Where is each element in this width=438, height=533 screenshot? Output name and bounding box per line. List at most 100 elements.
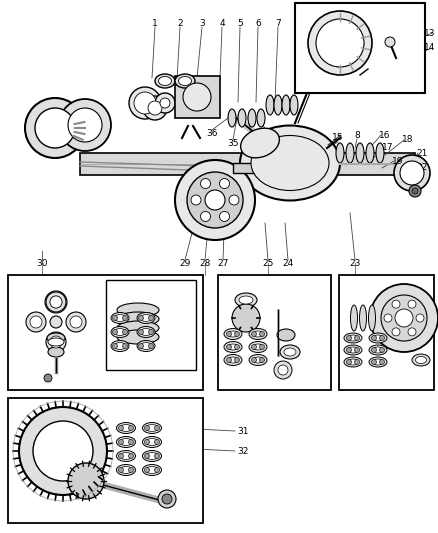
Bar (80, 153, 275, 175)
Circle shape (412, 188, 418, 194)
Ellipse shape (117, 321, 159, 335)
Ellipse shape (228, 109, 236, 127)
Ellipse shape (117, 437, 135, 448)
Ellipse shape (356, 143, 364, 163)
Circle shape (123, 329, 127, 335)
Ellipse shape (117, 464, 135, 475)
Circle shape (68, 463, 104, 499)
Ellipse shape (369, 333, 387, 343)
Circle shape (25, 98, 85, 158)
Circle shape (113, 343, 117, 349)
Circle shape (68, 108, 102, 142)
Ellipse shape (120, 453, 132, 459)
Circle shape (234, 358, 240, 362)
Circle shape (148, 343, 153, 349)
Bar (335, 153, 415, 175)
Ellipse shape (249, 342, 267, 352)
Circle shape (160, 98, 170, 108)
Text: 1: 1 (152, 19, 158, 28)
Circle shape (158, 490, 176, 508)
Ellipse shape (290, 95, 298, 115)
Ellipse shape (344, 333, 362, 343)
Ellipse shape (369, 345, 387, 355)
Ellipse shape (117, 423, 135, 433)
Ellipse shape (117, 450, 135, 462)
Ellipse shape (249, 354, 267, 366)
Circle shape (128, 425, 134, 431)
Circle shape (259, 344, 265, 350)
Circle shape (66, 312, 86, 332)
Text: 36: 36 (206, 128, 218, 138)
Ellipse shape (280, 345, 300, 359)
Circle shape (45, 291, 67, 313)
Circle shape (381, 295, 427, 341)
Ellipse shape (155, 74, 175, 88)
Circle shape (46, 332, 66, 352)
Ellipse shape (344, 345, 362, 355)
Circle shape (226, 332, 232, 336)
Circle shape (379, 359, 385, 365)
Ellipse shape (274, 95, 282, 115)
Ellipse shape (141, 314, 152, 321)
Circle shape (119, 425, 124, 431)
Circle shape (155, 440, 159, 445)
Ellipse shape (253, 357, 263, 363)
Text: 3: 3 (199, 19, 205, 28)
Circle shape (346, 335, 352, 341)
Ellipse shape (277, 329, 295, 341)
Text: 24: 24 (283, 259, 293, 268)
Ellipse shape (114, 328, 126, 335)
Circle shape (187, 172, 243, 228)
Circle shape (201, 179, 211, 189)
Text: 14: 14 (424, 44, 435, 52)
Ellipse shape (117, 303, 159, 317)
Circle shape (129, 87, 161, 119)
Ellipse shape (117, 330, 159, 344)
Text: 13: 13 (424, 28, 435, 37)
Ellipse shape (238, 109, 246, 127)
Ellipse shape (373, 359, 383, 365)
Ellipse shape (348, 347, 358, 353)
Circle shape (251, 358, 257, 362)
Circle shape (274, 361, 292, 379)
Circle shape (226, 344, 232, 350)
Ellipse shape (251, 135, 329, 190)
Bar (295, 3, 425, 93)
Circle shape (259, 332, 265, 336)
Circle shape (113, 316, 117, 320)
Text: 2: 2 (177, 19, 183, 28)
Ellipse shape (47, 333, 65, 343)
Ellipse shape (141, 328, 152, 335)
Ellipse shape (146, 466, 158, 473)
Circle shape (50, 336, 62, 348)
Ellipse shape (228, 344, 238, 350)
Text: 35: 35 (227, 139, 239, 148)
Circle shape (123, 316, 127, 320)
Ellipse shape (114, 343, 126, 350)
Circle shape (229, 195, 239, 205)
Circle shape (371, 359, 377, 365)
Ellipse shape (48, 347, 64, 357)
Circle shape (162, 494, 172, 504)
Ellipse shape (346, 143, 354, 163)
Circle shape (346, 348, 352, 352)
Text: 7: 7 (275, 19, 281, 28)
Circle shape (155, 467, 159, 472)
Ellipse shape (376, 143, 384, 163)
Ellipse shape (146, 453, 158, 459)
Circle shape (145, 440, 149, 445)
Ellipse shape (111, 312, 129, 324)
Ellipse shape (141, 343, 152, 350)
Ellipse shape (412, 354, 430, 366)
Circle shape (113, 329, 117, 335)
Bar (8, 275, 203, 390)
Circle shape (379, 335, 385, 341)
Ellipse shape (111, 327, 129, 337)
Circle shape (155, 93, 175, 113)
Text: 9: 9 (313, 19, 319, 28)
Circle shape (408, 300, 416, 308)
Text: 17: 17 (382, 143, 394, 152)
Circle shape (416, 314, 424, 322)
Text: 18: 18 (402, 135, 414, 144)
Ellipse shape (266, 95, 274, 115)
